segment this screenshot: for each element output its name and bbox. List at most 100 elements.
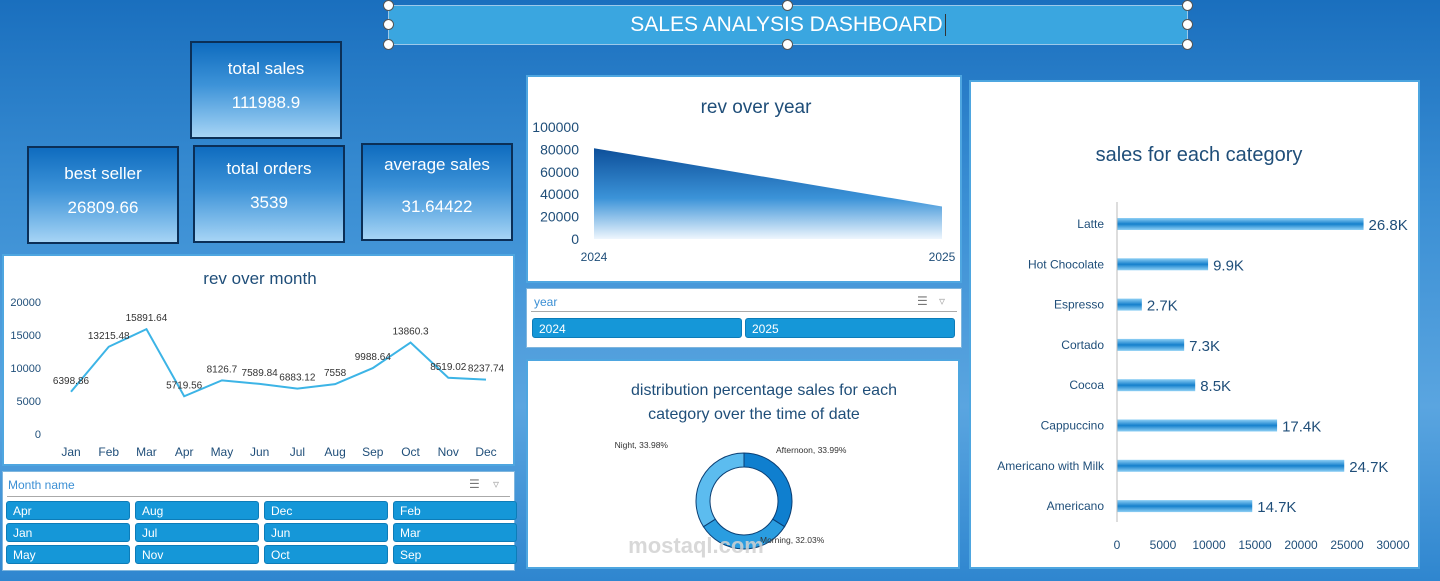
data-label: 5719.56: [166, 380, 203, 391]
month-slicer-item-dec[interactable]: Dec: [264, 501, 388, 520]
bar-value-label: 26.8K: [1369, 217, 1408, 234]
clear-filter-icon[interactable]: ▿: [939, 294, 946, 308]
y-tick-label: 15000: [10, 330, 41, 342]
data-label: 6398.86: [53, 376, 90, 387]
distribution-chart: distribution percentage sales for each c…: [615, 382, 897, 558]
kpi-total-sales-label: total sales: [227, 59, 305, 78]
x-tick-label: Jan: [61, 445, 80, 459]
donut-slice: [743, 452, 793, 528]
month-slicer-item-nov[interactable]: Nov: [135, 545, 259, 564]
category-bar: [1117, 338, 1185, 351]
x-tick-label: 2025: [929, 250, 956, 264]
month-slicer-item-jan[interactable]: Jan: [6, 523, 130, 542]
month-slicer-item-sep[interactable]: Sep: [393, 545, 517, 564]
sales-by-category-chart: sales for each category Latte 26.8K Hot Ch…: [997, 144, 1410, 552]
resize-handle-left[interactable]: [383, 19, 394, 30]
month-slicer-item-mar[interactable]: Mar: [393, 523, 517, 542]
data-label: 13215.48: [88, 331, 130, 342]
x-tick-label: Dec: [475, 445, 496, 459]
bar-value-label: 2.7K: [1147, 298, 1178, 315]
category-label: Latte: [1077, 217, 1104, 231]
kpi-total-sales: total sales 111988.9: [190, 41, 342, 139]
sales-by-category-panel[interactable]: sales for each category Latte 26.8K Hot Ch…: [969, 80, 1420, 569]
clear-filter-icon[interactable]: ▿: [493, 477, 500, 491]
resize-handle-bottom-left[interactable]: [383, 39, 394, 50]
month-slicer-item-feb[interactable]: Feb: [393, 501, 517, 520]
resize-handle-bottom[interactable]: [782, 39, 793, 50]
y-tick-label: 0: [571, 231, 579, 247]
month-slicer-item-jul[interactable]: Jul: [135, 523, 259, 542]
bar-value-label: 9.9K: [1213, 257, 1244, 274]
x-tick-label: 20000: [1284, 538, 1318, 552]
bar-value-label: 17.4K: [1282, 419, 1321, 436]
resize-handle-top-right[interactable]: [1182, 0, 1193, 11]
watermark: mostaql.com: [628, 533, 764, 558]
distribution-title-line1: distribution percentage sales for each: [631, 382, 897, 399]
y-tick-label: 20000: [10, 297, 41, 309]
month-slicer[interactable]: Month name ☰ ▿ Apr Aug Dec Feb Jan Jul Jun Mar M…: [2, 471, 517, 571]
data-label: 13860.3: [392, 327, 429, 338]
x-tick-label: 5000: [1150, 538, 1177, 552]
y-tick-label: 20000: [540, 209, 579, 225]
distribution-panel[interactable]: distribution percentage sales for each c…: [526, 359, 960, 569]
category-bar: [1117, 419, 1278, 432]
kpi-average-sales-label: average sales: [384, 155, 490, 174]
multi-select-icon[interactable]: ☰: [469, 477, 480, 491]
year-slicer-header: year: [534, 295, 558, 309]
data-label: 9988.64: [355, 352, 392, 363]
year-slicer-item-2024[interactable]: 2024: [532, 318, 742, 338]
distribution-title-line2: category over the time of date: [648, 406, 860, 423]
x-tick-label: Aug: [324, 445, 345, 459]
dashboard-title-box[interactable]: SALES ANALYSIS DASHBOARD: [383, 0, 1193, 50]
multi-select-icon[interactable]: ☰: [917, 294, 928, 308]
category-label: Cortado: [1061, 338, 1104, 352]
dashboard-title: SALES ANALYSIS DASHBOARD: [630, 13, 943, 36]
y-tick-label: 60000: [540, 164, 579, 180]
x-tick-label: Apr: [175, 445, 194, 459]
kpi-average-sales-value: 31.64422: [401, 197, 473, 216]
y-tick-label: 5000: [17, 396, 41, 408]
month-slicer-item-oct[interactable]: Oct: [264, 545, 388, 564]
x-tick-label: 25000: [1330, 538, 1364, 552]
kpi-best-seller-label: best seller: [64, 164, 142, 183]
x-tick-label: Sep: [362, 445, 384, 459]
slice-label: Morning, 32.03%: [760, 535, 825, 545]
rev-over-year-title: rev over year: [701, 97, 813, 118]
y-tick-label: 80000: [540, 141, 579, 157]
month-slicer-item-jun[interactable]: Jun: [264, 523, 388, 542]
rev-over-month-chart: rev over month 0 5000 10000 15000 20000 6398…: [10, 269, 505, 459]
x-tick-label: 30000: [1376, 538, 1410, 552]
month-slicer-item-aug[interactable]: Aug: [135, 501, 259, 520]
resize-handle-top-left[interactable]: [383, 0, 394, 11]
category-bar: [1117, 500, 1253, 513]
data-label: 7558: [324, 368, 347, 379]
category-bar: [1117, 258, 1209, 271]
x-tick-label: May: [211, 445, 234, 459]
year-slicer[interactable]: year ☰ ▿ 2024 2025: [526, 288, 962, 348]
category-label: Espresso: [1054, 298, 1104, 312]
x-tick-label: 15000: [1238, 538, 1272, 552]
rev-over-month-panel[interactable]: rev over month 0 5000 10000 15000 20000 6398…: [2, 254, 515, 466]
data-label: 6883.12: [279, 373, 316, 384]
kpi-best-seller: best seller 26809.66: [27, 146, 179, 244]
slicer-divider: [531, 311, 957, 312]
text-cursor: [944, 14, 946, 36]
kpi-total-orders-label: total orders: [226, 159, 312, 178]
x-tick-label: Jul: [290, 445, 305, 459]
bar-value-label: 14.7K: [1257, 499, 1296, 516]
x-tick-label: 2024: [581, 250, 608, 264]
kpi-average-sales: average sales 31.64422: [361, 143, 513, 241]
x-tick-label: Jun: [250, 445, 269, 459]
bar-value-label: 24.7K: [1349, 459, 1388, 476]
x-tick-label: Mar: [136, 445, 157, 459]
month-slicer-item-apr[interactable]: Apr: [6, 501, 130, 520]
resize-handle-right[interactable]: [1182, 19, 1193, 30]
resize-handle-top[interactable]: [782, 0, 793, 11]
data-label: 8237.74: [468, 364, 505, 375]
resize-handle-bottom-right[interactable]: [1182, 39, 1193, 50]
month-slicer-item-may[interactable]: May: [6, 545, 130, 564]
x-tick-label: 10000: [1192, 538, 1226, 552]
rev-over-year-panel[interactable]: rev over year 0 20000 40000 60000 80000 10000…: [526, 75, 962, 283]
year-slicer-item-2025[interactable]: 2025: [745, 318, 955, 338]
x-tick-label: Feb: [98, 445, 119, 459]
